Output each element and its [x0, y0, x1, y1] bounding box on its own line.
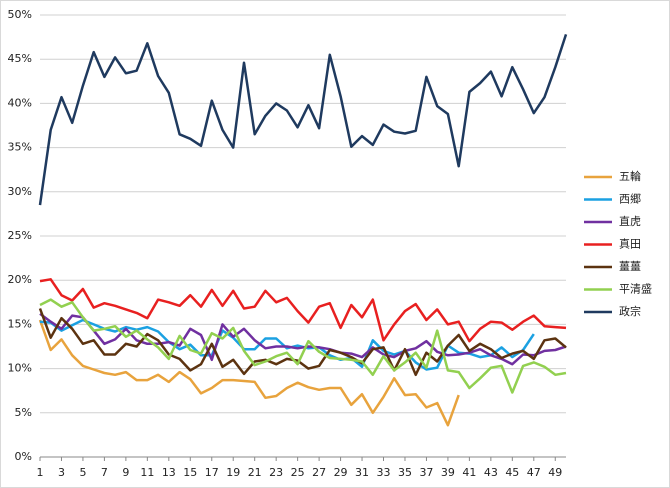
x-tick-label: 17 — [205, 466, 219, 479]
x-tick-label: 49 — [548, 466, 562, 479]
y-tick-label: 35% — [8, 141, 32, 154]
y-tick-label: 40% — [8, 96, 32, 109]
y-tick-label: 0% — [15, 450, 32, 463]
x-tick-label: 13 — [162, 466, 176, 479]
series-line — [39, 318, 535, 371]
series-line — [39, 312, 567, 366]
legend-label: 薑薑 — [619, 259, 641, 273]
x-tick-label: 7 — [101, 466, 108, 479]
y-tick-label: 10% — [8, 362, 32, 375]
legend-label: 政宗 — [619, 304, 641, 318]
x-tick-label: 25 — [291, 466, 305, 479]
legend-label: 西郷 — [619, 192, 641, 206]
legend-label: 真田 — [619, 237, 641, 251]
x-tick-label: 45 — [505, 466, 519, 479]
y-tick-label: 25% — [8, 229, 32, 242]
y-tick-label: 5% — [15, 406, 32, 419]
x-tick-label: 41 — [462, 466, 476, 479]
x-tick-label: 27 — [312, 466, 326, 479]
x-tick-label: 47 — [527, 466, 541, 479]
x-tick-label: 15 — [183, 466, 197, 479]
x-tick-label: 9 — [122, 466, 129, 479]
legend-label: 平清盛 — [619, 282, 652, 296]
x-tick-label: 43 — [484, 466, 498, 479]
x-tick-label: 19 — [226, 466, 240, 479]
x-tick-label: 35 — [398, 466, 412, 479]
series-line — [39, 278, 567, 343]
y-tick-label: 45% — [8, 52, 32, 65]
y-tick-label: 50% — [8, 8, 32, 21]
legend-label: 直虎 — [619, 214, 641, 228]
x-tick-label: 33 — [377, 466, 391, 479]
series-line — [39, 298, 567, 394]
legend-label: 五輪 — [619, 169, 641, 183]
x-tick-label: 21 — [248, 466, 262, 479]
series-line — [38, 308, 567, 377]
series-line — [38, 319, 460, 427]
series-line — [38, 34, 568, 206]
x-tick-label: 31 — [355, 466, 369, 479]
x-tick-label: 11 — [140, 466, 154, 479]
x-tick-label: 3 — [58, 466, 65, 479]
x-tick-label: 1 — [37, 466, 44, 479]
x-tick-label: 23 — [269, 466, 283, 479]
y-tick-label: 20% — [8, 273, 32, 286]
y-tick-label: 30% — [8, 185, 32, 198]
y-tick-label: 15% — [8, 317, 32, 330]
x-tick-label: 29 — [334, 466, 348, 479]
x-tick-label: 37 — [419, 466, 433, 479]
x-tick-label: 5 — [79, 466, 86, 479]
x-tick-label: 39 — [441, 466, 455, 479]
